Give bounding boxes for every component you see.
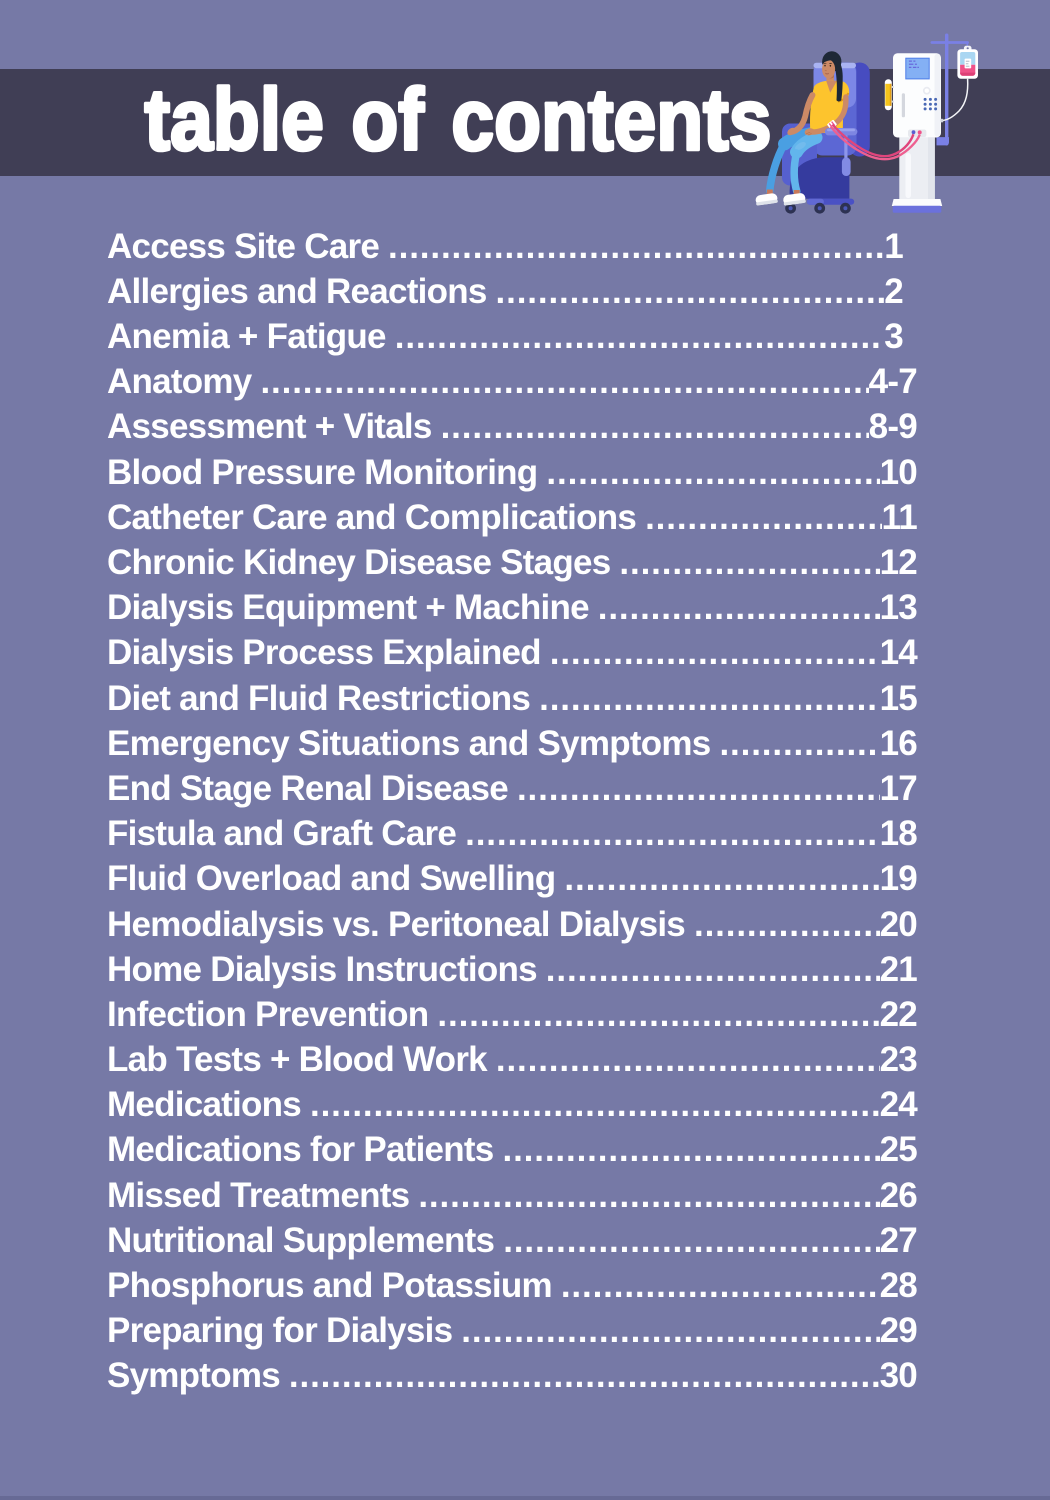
- svg-text:table of contents: table of contents: [145, 72, 772, 169]
